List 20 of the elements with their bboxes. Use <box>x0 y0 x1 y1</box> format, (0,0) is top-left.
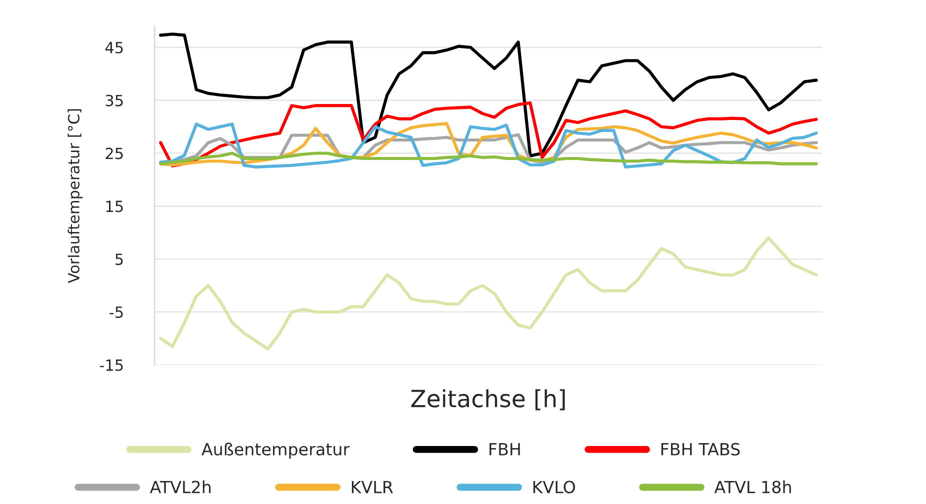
y-tick-label: 25 <box>106 148 123 160</box>
y-tick-label: 35 <box>106 94 123 106</box>
legend-label: FBH TABS <box>661 442 740 456</box>
y-tick-label: -5 <box>110 306 123 318</box>
line-series <box>159 152 818 166</box>
y-axis-title: Vorlauftemperatur [°C] <box>68 109 82 284</box>
y-tick-label: 45 <box>105 42 123 54</box>
y-tick-label: 5 <box>116 254 123 266</box>
y-tick-label: -15 <box>100 360 123 371</box>
line-series <box>159 32 818 158</box>
legend-label: KVLR <box>352 480 393 494</box>
y-tick-label: 15 <box>106 200 123 212</box>
legend-label: FBH <box>490 443 520 456</box>
line-series <box>159 101 818 168</box>
legend-label: Außentemperatur <box>202 442 350 459</box>
x-axis-title: Zeitachse [h] <box>411 389 565 410</box>
line-series <box>159 236 818 351</box>
legend-label: ATVL2h <box>150 480 211 494</box>
legend-label: ATVL 18h <box>714 480 791 494</box>
legend-label: KVLO <box>533 480 575 494</box>
